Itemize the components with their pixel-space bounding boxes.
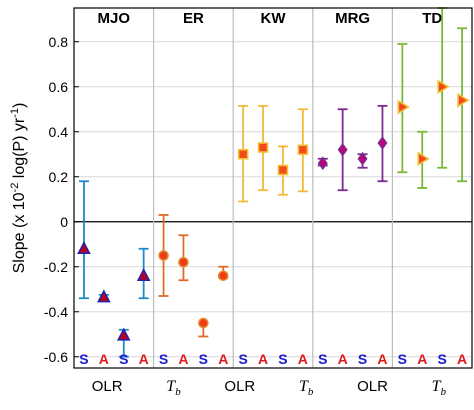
y-tick-label: 0.6 — [49, 79, 69, 95]
y-axis-label-part: log(P) yr — [11, 117, 28, 183]
x-group-label-subscript: b — [441, 386, 447, 398]
y-tick-label: -0.6 — [44, 349, 68, 365]
y-tick-label: -0.4 — [44, 304, 68, 320]
data-point — [437, 79, 450, 95]
x-group-label-subscript: b — [175, 386, 181, 398]
y-tick-layer: 0.8 0.6 0.4 0.2 0 -0.2 -0.4 -0.6 — [44, 34, 79, 365]
sa-label: A — [338, 351, 348, 367]
x-group-label: OLR — [224, 378, 255, 395]
y-tick-label: 0.8 — [49, 34, 69, 50]
y-axis-label-part: ) — [11, 103, 28, 108]
data-point — [457, 92, 470, 108]
data-point — [77, 241, 91, 255]
data-point — [116, 327, 131, 341]
data-point — [397, 99, 410, 115]
data-point — [97, 289, 111, 303]
x-group-label-main: OLR — [357, 378, 388, 395]
sa-label: S — [437, 351, 446, 367]
x-group-label-subscript: b — [308, 386, 314, 398]
data-point — [178, 256, 189, 268]
x-group-label: OLR — [357, 378, 388, 395]
sa-label: S — [119, 351, 128, 367]
data-point — [136, 268, 151, 282]
sa-label: A — [99, 351, 109, 367]
data-point — [217, 270, 229, 282]
x-group-label-main: T — [299, 378, 309, 395]
y-axis-label: Slope (x 10-2 log(P) yr-1) — [9, 103, 28, 274]
panel-title: MRG — [335, 10, 370, 27]
data-point — [277, 164, 289, 176]
sa-label: A — [218, 351, 228, 367]
sa-label: A — [139, 351, 149, 367]
data-point — [198, 317, 209, 329]
sa-label: A — [178, 351, 188, 367]
y-tick-label: 0.4 — [49, 124, 69, 140]
sa-label: S — [238, 351, 247, 367]
plot-frame — [73, 7, 473, 369]
errorbar-layer — [77, 7, 470, 358]
x-group-label: Tb — [432, 378, 447, 398]
panel-title: KW — [261, 10, 287, 27]
data-point — [357, 151, 368, 166]
data-point — [158, 250, 169, 261]
sa-label: S — [199, 351, 208, 367]
panel-title: ER — [183, 10, 204, 27]
panel-titles: MJO ER KW MRG TD — [98, 10, 443, 27]
data-point — [377, 136, 388, 150]
data-point — [237, 148, 249, 160]
panel-title: MJO — [98, 10, 131, 27]
x-group-label-layer: OLR Tb OLR Tb OLR Tb — [92, 378, 447, 398]
x-group-label-main: T — [166, 378, 176, 395]
y-axis-label-part: Slope (x 10 — [11, 192, 28, 273]
data-point — [337, 142, 348, 157]
x-group-label: Tb — [166, 378, 181, 398]
sa-label: S — [398, 351, 407, 367]
x-group-label-main: OLR — [92, 378, 123, 395]
sa-label: A — [457, 351, 467, 367]
sa-label: S — [358, 351, 367, 367]
sa-label: S — [318, 351, 327, 367]
y-tick-label: 0.2 — [49, 169, 69, 185]
y-tick-label: 0 — [60, 214, 68, 230]
sa-label: A — [377, 351, 387, 367]
data-point — [317, 156, 328, 171]
sa-label: S — [278, 351, 287, 367]
x-group-label-main: T — [432, 378, 442, 395]
sa-label: A — [298, 351, 308, 367]
data-point — [417, 151, 430, 167]
y-axis-label-exponent: -2 — [9, 183, 21, 193]
y-tick-label: -0.2 — [44, 259, 68, 275]
x-group-label: OLR — [92, 378, 123, 395]
y-axis-label-exponent: -1 — [9, 108, 21, 118]
x-group-label-main: OLR — [224, 378, 255, 395]
data-point — [297, 144, 309, 156]
sa-label: S — [159, 351, 168, 367]
sa-label: A — [258, 351, 268, 367]
data-point — [257, 142, 269, 153]
x-group-label: Tb — [299, 378, 314, 398]
sa-label: S — [79, 351, 88, 367]
panel-title: TD — [422, 10, 442, 27]
sa-label: A — [417, 351, 427, 367]
grid-layer — [74, 8, 472, 368]
